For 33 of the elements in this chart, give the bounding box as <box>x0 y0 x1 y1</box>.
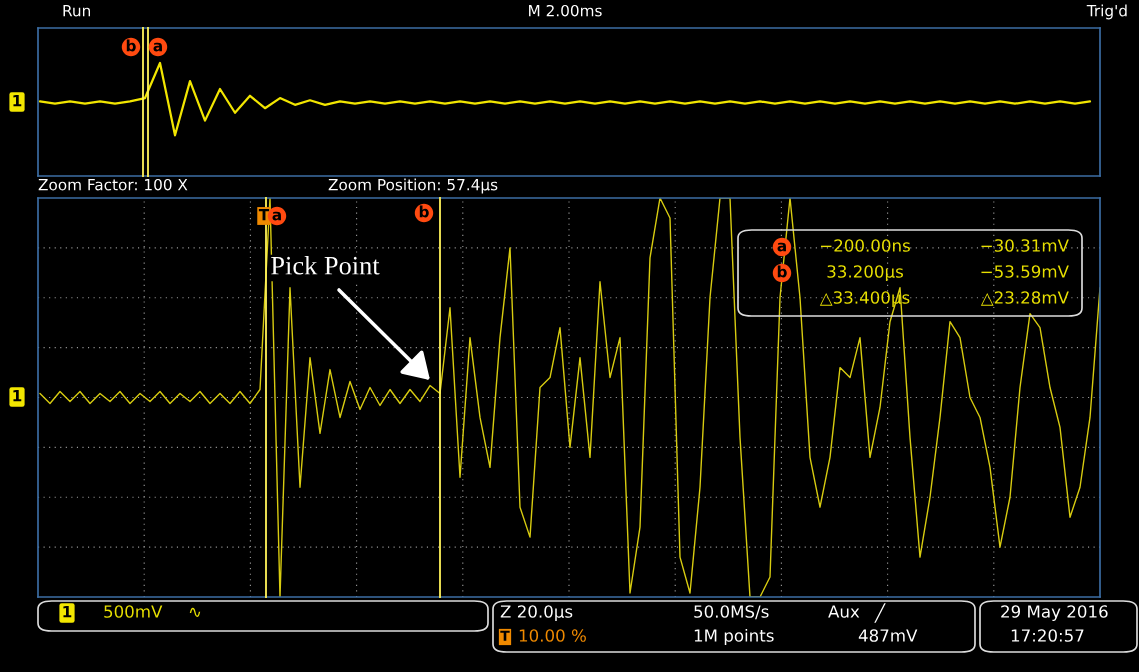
text: Zoom Position: 57.4µs <box>328 178 498 194</box>
text: 1 <box>13 390 22 402</box>
text: Trig'd <box>1086 4 1127 20</box>
text: 500mV <box>104 605 163 618</box>
annotation: △23.28mV <box>980 291 1069 306</box>
annotation: −30.31mV <box>981 239 1069 252</box>
text: Aux <box>828 605 860 618</box>
text: 29 May 2016 <box>1001 605 1108 622</box>
text: ╱ <box>874 603 886 623</box>
text: M 2.00ms <box>529 4 602 17</box>
annotation: 33.200µs <box>827 265 903 282</box>
text: Run <box>63 5 90 17</box>
text: b <box>126 39 136 52</box>
annotation: T <box>258 209 270 221</box>
text: Zoom Factor: 100 X <box>38 178 188 191</box>
text: 10.00 % <box>519 629 586 642</box>
text: 487mV <box>858 629 918 642</box>
text: 1M points <box>694 628 774 646</box>
text: a <box>153 42 162 52</box>
annotation: b <box>419 205 429 218</box>
text: ∿ <box>189 607 201 617</box>
annotation: Pick Point <box>271 256 380 275</box>
text: 1 <box>63 606 72 618</box>
text: 50.0MS/s <box>694 605 769 620</box>
annotation: −53.59mV <box>981 265 1069 278</box>
text: T <box>500 630 510 641</box>
annotation: −200.00ns <box>821 239 910 252</box>
annotation: a <box>272 211 281 221</box>
text: 1 <box>13 95 22 107</box>
annotation: a <box>777 242 786 252</box>
text: 17:20:57 <box>1011 629 1084 642</box>
text: Z 20.0µs <box>500 605 573 622</box>
annotation: b <box>777 265 787 278</box>
